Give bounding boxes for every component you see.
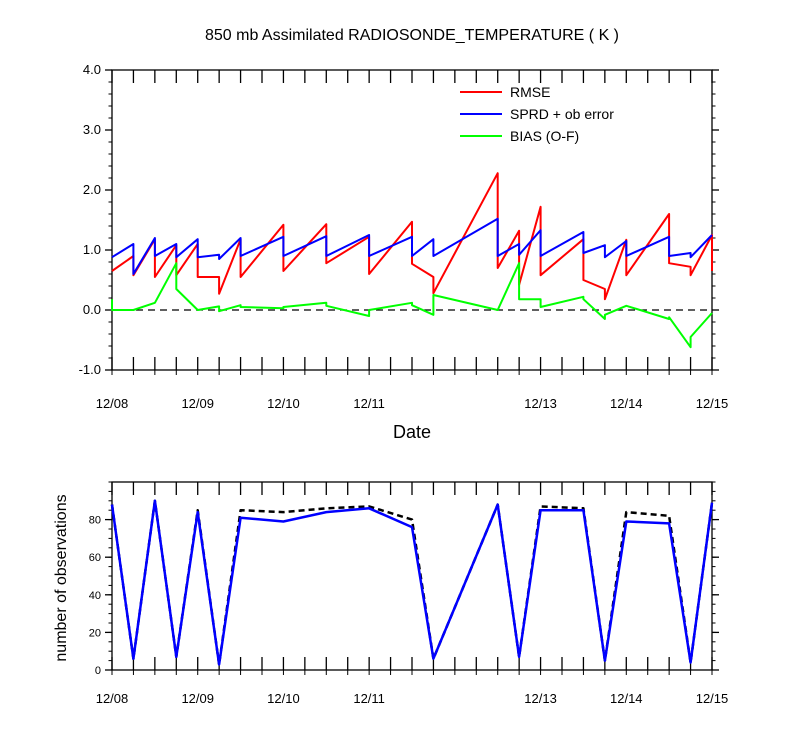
y-tick-label: 1.0 <box>83 242 101 257</box>
x-tick-label: 12/15 <box>696 691 729 706</box>
legend-label: BIAS (O-F) <box>510 128 579 144</box>
x-tick-label: 12/11 <box>353 691 385 706</box>
x-tick-label: 12/08 <box>96 396 129 411</box>
x-tick-label: 12/10 <box>267 691 300 706</box>
y-tick-label: 4.0 <box>83 62 101 77</box>
x-tick-label: 12/11 <box>353 396 385 411</box>
y-tick-label: 0 <box>95 665 101 677</box>
x-tick-label: 12/15 <box>696 396 729 411</box>
series-line-bias-o-f- <box>111 262 713 349</box>
series-line-total-observations <box>110 499 714 666</box>
bottom-plot-area: 12/08 12/09 12/10 12/11 12/13 12/14 12/15 0 20 40… <box>89 481 729 706</box>
y-tick-label: 3.0 <box>83 122 101 137</box>
x-tick-label: 12/08 <box>96 691 129 706</box>
x-tick-label: 12/14 <box>610 691 643 706</box>
y-tick-label: 20 <box>89 627 101 639</box>
y-tick-label: -1.0 <box>79 362 101 377</box>
legend-label: RMSE <box>510 84 550 100</box>
y-axis-label: number of observations <box>53 494 70 661</box>
y-tick-label: 2.0 <box>83 182 101 197</box>
x-tick-label: 12/09 <box>181 396 214 411</box>
x-tick-label: 12/09 <box>181 691 214 706</box>
x-tick-label: 12/13 <box>524 396 557 411</box>
series-line-sprd-ob-error <box>111 217 713 275</box>
y-tick-label: 40 <box>89 590 101 602</box>
y-tick-label: 60 <box>89 552 101 564</box>
legend-label: SPRD + ob error <box>510 106 614 122</box>
x-tick-label: 12/14 <box>610 396 643 411</box>
chart-title: 850 mb Assimilated RADIOSONDE_TEMPERATUR… <box>205 27 619 44</box>
x-axis-label: Date <box>393 422 431 442</box>
plot-frame <box>111 69 713 371</box>
y-tick-label: 80 <box>89 515 101 527</box>
y-tick-label: 0.0 <box>83 302 101 317</box>
top-plot-area: 12/08 12/09 12/10 12/11 12/13 12/14 12/15 -1.0 0… <box>79 62 729 411</box>
plot-frame <box>111 481 713 671</box>
x-tick-label: 12/10 <box>267 396 300 411</box>
series-line-assimilated-observations <box>110 499 714 666</box>
x-tick-label: 12/13 <box>524 691 557 706</box>
